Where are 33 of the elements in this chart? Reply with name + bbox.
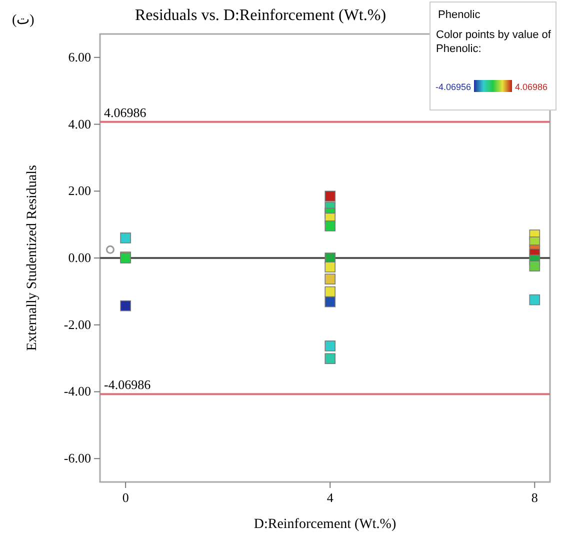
x-tick-label: 0 bbox=[122, 490, 129, 505]
text: (ت) bbox=[12, 13, 35, 28]
y-tick-label: 4.00 bbox=[68, 116, 91, 132]
x-tick-label: 4 bbox=[326, 490, 334, 505]
y-tick-label: -4.00 bbox=[64, 384, 91, 399]
ref-line-label: 4.06986 bbox=[104, 104, 147, 120]
ref-line-label: -4.06986 bbox=[104, 377, 152, 392]
x-tick-label: 8 bbox=[531, 490, 538, 505]
point bbox=[120, 300, 131, 312]
point bbox=[324, 353, 336, 364]
y-tick-label: -2.00 bbox=[64, 316, 91, 332]
point bbox=[529, 260, 540, 272]
y-tick-label: -6.00 bbox=[64, 450, 91, 466]
annotation: 4.06986 bbox=[515, 82, 548, 92]
point bbox=[106, 245, 114, 254]
point bbox=[324, 190, 336, 202]
y-axis-title: Externally Studentized Residuals bbox=[25, 165, 40, 351]
annotation: -4.06956 bbox=[435, 82, 471, 92]
point bbox=[324, 340, 336, 352]
point bbox=[324, 262, 336, 272]
annotation: Color points by value of Phenolic: bbox=[436, 28, 552, 56]
text: Phenolic bbox=[438, 9, 481, 21]
y-tick-label: 2.00 bbox=[68, 183, 91, 198]
point bbox=[529, 294, 540, 306]
x-axis-title: D:Reinforcement (Wt.%) bbox=[254, 517, 396, 532]
point bbox=[324, 220, 336, 232]
chart-title: Residuals vs. D:Reinforcement (Wt.%) bbox=[134, 7, 386, 24]
y-tick-label: 0.00 bbox=[68, 250, 91, 265]
point bbox=[120, 232, 131, 244]
point bbox=[324, 296, 336, 308]
point bbox=[324, 274, 336, 284]
y-tick-label: 6.00 bbox=[68, 49, 91, 64]
point bbox=[324, 286, 336, 298]
